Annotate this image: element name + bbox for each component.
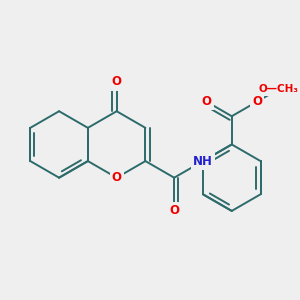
Text: O: O — [252, 95, 262, 108]
Text: O—CH₃: O—CH₃ — [259, 84, 299, 94]
Text: O: O — [112, 76, 122, 88]
Text: NH: NH — [193, 154, 213, 168]
Text: O: O — [112, 171, 122, 184]
Text: O: O — [169, 204, 179, 218]
Text: O: O — [201, 95, 212, 108]
